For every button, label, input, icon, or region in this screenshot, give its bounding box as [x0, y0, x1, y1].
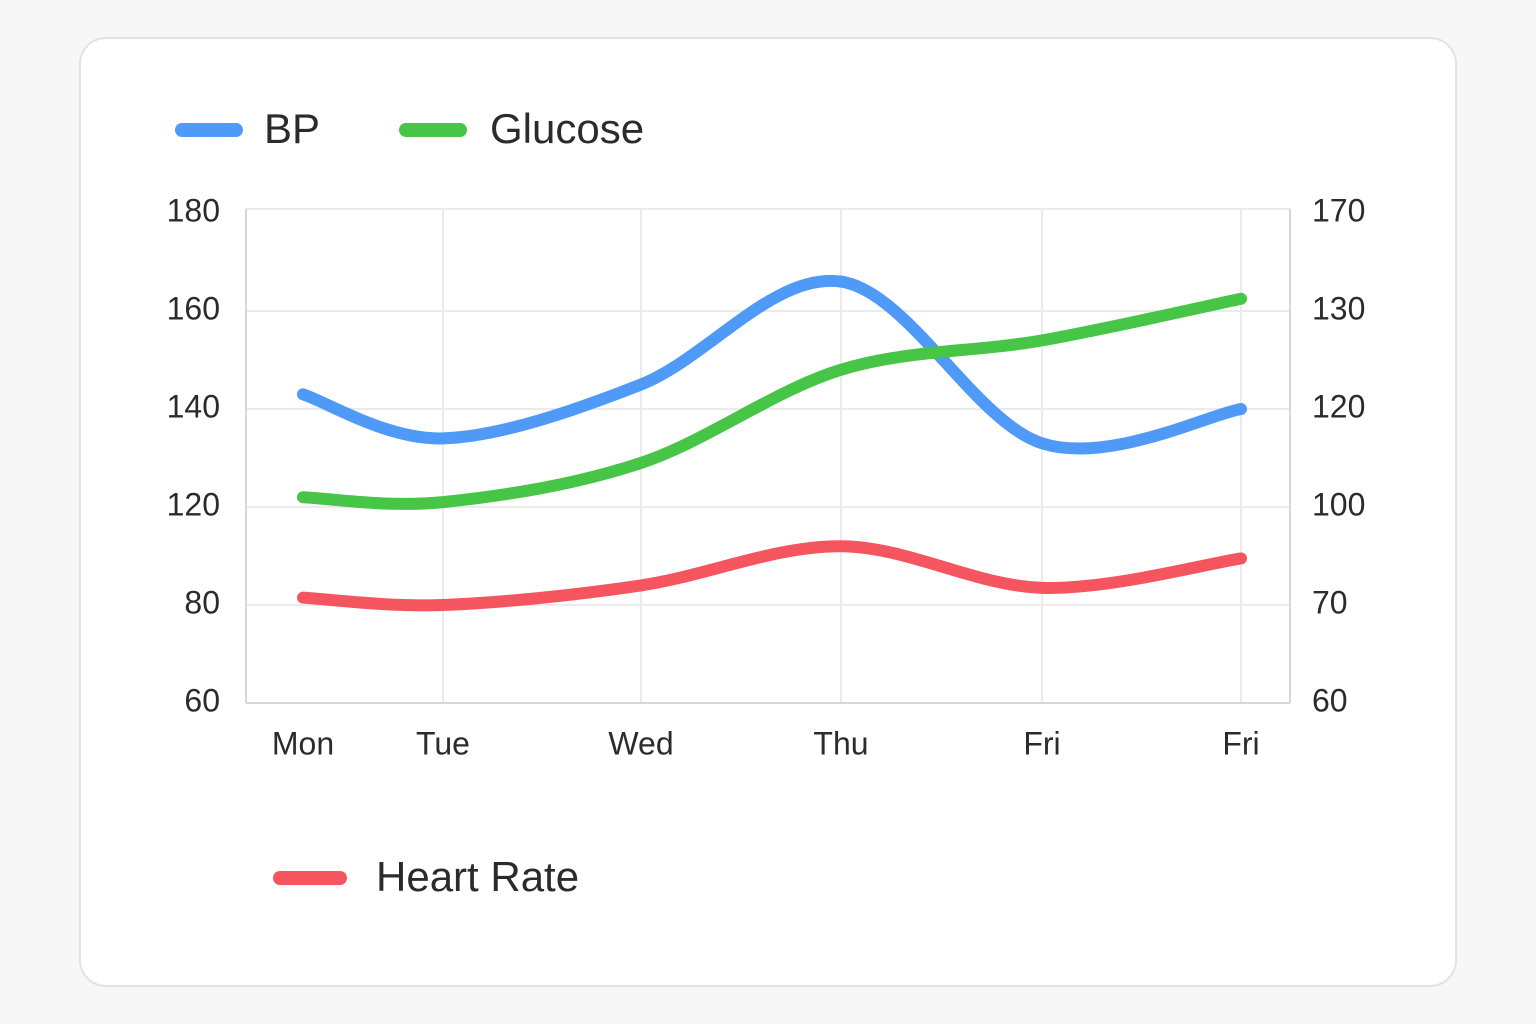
legend-label: BP [264, 105, 320, 152]
y-tick-label: 80 [184, 584, 220, 620]
plot-frame [245, 209, 1291, 704]
plot [297, 274, 1247, 612]
y-tick-label: 140 [167, 388, 220, 424]
x-tick-label: Tue [416, 725, 470, 761]
legend: BP Glucose Heart Rate [175, 105, 644, 900]
legend-label: Heart Rate [376, 853, 579, 900]
x-tick-label: Mon [272, 725, 334, 761]
series-line [297, 292, 1247, 510]
y2-tick-label: 60 [1312, 682, 1348, 718]
y-tick-label: 60 [184, 682, 220, 718]
y-tick-label: 160 [167, 290, 220, 326]
x-tick-label: Wed [608, 725, 673, 761]
y2-tick-label: 130 [1312, 290, 1365, 326]
y2-tick-label: 100 [1312, 486, 1365, 522]
y-tick-label: 120 [167, 486, 220, 522]
card [79, 37, 1457, 987]
y2-tick-label: 70 [1312, 584, 1348, 620]
series-line [297, 540, 1247, 612]
y2-tick-label: 170 [1312, 192, 1365, 228]
y-tick-label: 180 [167, 192, 220, 228]
x-tick-label: Thu [813, 725, 868, 761]
series-line [297, 274, 1247, 455]
x-tick-label: Fri [1023, 725, 1060, 761]
labels: 60 80 120 140 160 180 60 70 100 120 130 170 Mon Tue We… [167, 192, 1366, 761]
x-tick-label: Fri [1222, 725, 1259, 761]
legend-label: Glucose [490, 105, 644, 152]
y2-tick-label: 120 [1312, 388, 1365, 424]
